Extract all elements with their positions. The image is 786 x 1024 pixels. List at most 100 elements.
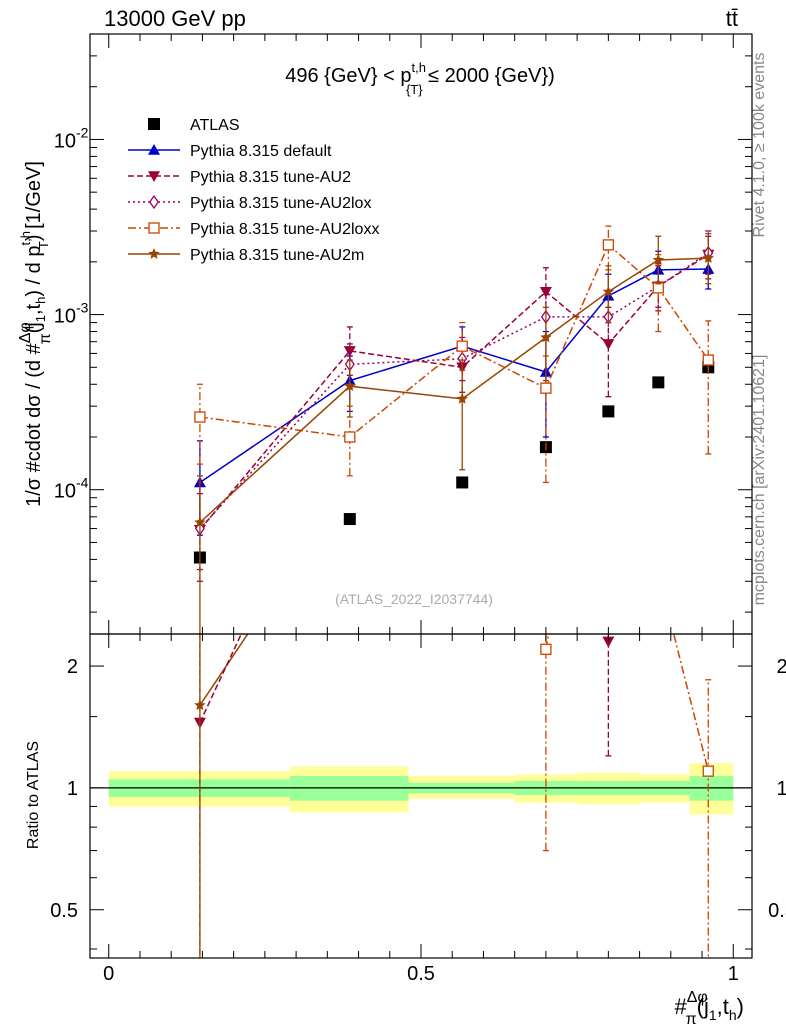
xlabel-frac-den: π: [686, 1011, 697, 1024]
data-point: [652, 282, 664, 294]
main-panel-axes: 10-410-310-2: [54, 33, 752, 634]
ratio-y-tick-label-right: 0.5: [768, 900, 786, 922]
data-point: [343, 513, 356, 526]
x-tick-label: 0.5: [407, 963, 435, 985]
xlabel-part-4: ): [737, 994, 744, 1019]
legend-item: Pythia 8.315 tune-AU2loxx: [128, 221, 379, 238]
ratio-y-tick-label-left: 1: [67, 778, 78, 800]
xlabel-sub-1: 1: [709, 1007, 717, 1023]
data-point: [702, 354, 714, 366]
legend-label: Pythia 8.315 tune-AU2: [190, 169, 351, 186]
legend-label: Pythia 8.315 default: [190, 143, 332, 160]
series-line: [199, 243, 709, 438]
data-point: [652, 376, 665, 389]
data-point: [194, 516, 206, 528]
ratio-data-point: [194, 699, 206, 711]
legend-marker: [148, 144, 160, 155]
legend-item: Pythia 8.315 default: [128, 143, 332, 160]
series-pythia-8-315-default: [193, 250, 715, 536]
main-y-tick-label: 10: [54, 481, 76, 503]
series-pythia-8-315-tune-au2: [193, 235, 715, 582]
x-tick-label: 1: [728, 963, 739, 985]
ratio-series-pythia-8-315-tune-au2m: [194, 634, 206, 958]
legend-marker: [148, 171, 160, 182]
panel-title-sup: t,h: [411, 60, 425, 75]
ylabel-frac-num: Δφ: [17, 322, 34, 343]
ratio-series-line: [199, 634, 243, 723]
main-y-tick-exponent: -2: [76, 124, 89, 140]
ylabel-sub-3: T: [36, 241, 51, 249]
ratio-y-tick-label-right: 1: [776, 778, 786, 800]
legend-label: Pythia 8.315 tune-AU2loxx: [190, 221, 379, 238]
ylabel-sub-2: h: [33, 297, 48, 304]
process-label: tt̄: [726, 6, 738, 31]
legend-label: Pythia 8.315 tune-AU2m: [190, 247, 364, 264]
ratio-y-tick-label-left: 0.5: [50, 900, 78, 922]
data-point: [456, 392, 468, 404]
series-line: [199, 252, 709, 530]
ratio-uncertainty-bands: [108, 763, 734, 815]
data-point: [702, 252, 714, 263]
legend: ATLAS Pythia 8.315 default Pythia 8.315 tu…: [128, 117, 379, 264]
legend-item: Pythia 8.315 tune-AU2lox: [128, 194, 371, 212]
data-point: [456, 340, 468, 352]
ratio-series-line: [672, 634, 710, 772]
xlabel-frac-num: Δφ: [687, 989, 708, 1006]
data-point: [344, 431, 356, 443]
data-point: [602, 239, 615, 251]
series-line: [199, 257, 709, 524]
main-y-tick-exponent: -3: [76, 300, 89, 316]
series-pythia-8-315-tune-au2m: [194, 232, 714, 634]
energy-label: 13000 GeV pp: [104, 6, 246, 31]
main-panel-series: [193, 225, 715, 634]
analysis-watermark: (ATLAS_2022_I2037744): [335, 591, 493, 607]
x-tick-label: 0: [103, 963, 114, 985]
series-pythia-8-315-tune-au2loxx: [194, 225, 714, 484]
xlabel-part-1: #: [674, 994, 687, 1019]
legend-item: Pythia 8.315 tune-AU2m: [128, 247, 364, 264]
legend-marker: [148, 222, 160, 234]
ratio-panel-series: [193, 634, 714, 958]
panel-title: 496 {GeV} < pt,h {T} ≤ 2000 {GeV}): [285, 60, 555, 97]
main-y-tick-label: 10: [54, 130, 76, 152]
ratio-series-line: [199, 634, 249, 706]
series-atlas: [193, 361, 715, 564]
ylabel-sup: t,h: [18, 231, 33, 245]
xlabel-sub-2: h: [729, 1007, 737, 1023]
panel-title-main: 496 {GeV} < p: [285, 65, 411, 87]
ratio-y-tick-label-left: 2: [67, 656, 78, 678]
ratio-series-line: [545, 634, 550, 650]
ratio-data-point: [702, 765, 714, 777]
panel-title-tail: ≤ 2000 {GeV}): [423, 65, 555, 87]
legend-marker: [148, 118, 160, 130]
ratio-data-point: [602, 636, 615, 648]
data-point: [344, 380, 356, 391]
xlabel-part-3: ,t: [717, 994, 729, 1019]
data-point: [194, 411, 206, 423]
x-axis-label: #Δφ π(j1,th): [674, 989, 744, 1024]
ylabel-part-1: 1/σ #cdot dσ / (d #: [23, 342, 45, 507]
ratio-data-point: [540, 643, 552, 655]
legend-label: Pythia 8.315 tune-AU2lox: [190, 195, 371, 212]
legend-marker: [149, 194, 159, 210]
panel-title-sub: {T}: [406, 82, 423, 97]
main-y-axis-label: 1/σ #cdot dσ / (d #Δφ π(j1,th) / d pt,h T)…: [17, 161, 54, 507]
ylabel-part-3: ,t: [23, 303, 45, 315]
legend-marker: [148, 248, 160, 259]
mcplots-source-label: mcplots.cern.ch [arXiv:2401.10621]: [751, 355, 768, 606]
ratio-y-axis-label: Ratio to ATLAS: [25, 741, 42, 849]
ratio-y-tick-label-right: 2: [776, 656, 786, 678]
main-y-tick-exponent: -4: [76, 475, 89, 491]
legend-item: Pythia 8.315 tune-AU2: [128, 169, 351, 186]
ylabel-part-5: ) [1/GeV]: [23, 161, 45, 241]
data-point: [456, 476, 469, 489]
series-line: [199, 253, 709, 531]
series-line: [199, 268, 709, 484]
ylabel-part-4: ) / d p: [23, 246, 45, 297]
ylabel-sub-1: 1: [33, 315, 48, 322]
ratio-series-pythia-8-315-tune-au2loxx: [540, 634, 714, 958]
data-point: [602, 285, 615, 297]
legend-label: ATLAS: [190, 117, 240, 134]
ylabel-frac-den: π: [37, 333, 54, 344]
